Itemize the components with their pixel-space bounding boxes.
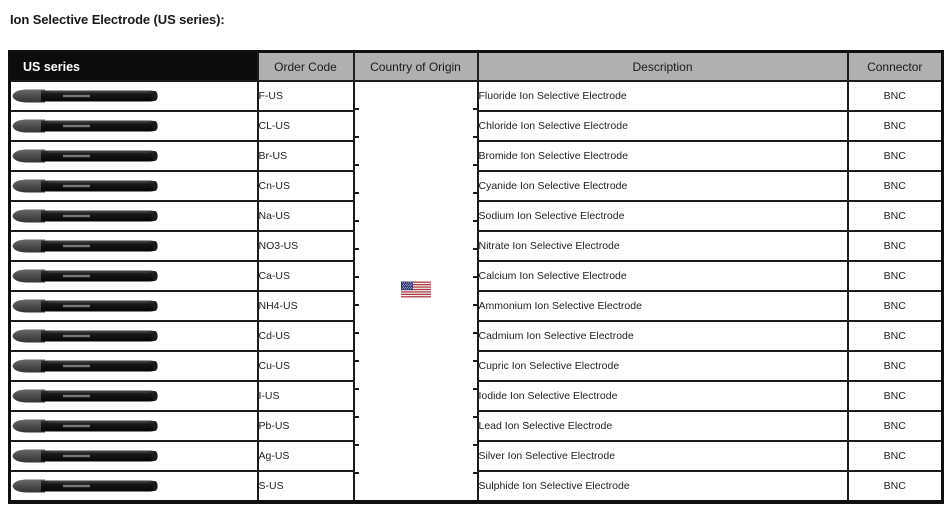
page-title: Ion Selective Electrode (US series): xyxy=(10,12,225,27)
connector-cell: BNC xyxy=(846,200,944,232)
electrode-photo xyxy=(12,269,158,283)
table-row: Pb-US Lead Ion Selective Electrode BNC xyxy=(8,410,944,442)
description-cell: Sodium Ion Selective Electrode xyxy=(476,200,849,232)
connector-cell: BNC xyxy=(846,260,944,292)
order-code-cell: CL-US xyxy=(256,110,355,142)
connector-cell: BNC xyxy=(846,350,944,382)
header-country-of-origin: Country of Origin xyxy=(352,50,479,82)
connector-cell: BNC xyxy=(846,230,944,262)
electrode-photo xyxy=(12,479,158,493)
order-code-cell: NH4-US xyxy=(256,290,355,322)
order-code-cell: Cu-US xyxy=(256,350,355,382)
electrode-photo xyxy=(12,149,158,163)
electrode-photo xyxy=(12,179,158,193)
connector-cell: BNC xyxy=(846,410,944,442)
connector-cell: BNC xyxy=(846,290,944,322)
table-row: F-US xyxy=(8,80,944,503)
order-code-cell: Na-US xyxy=(256,200,355,232)
description-cell: Silver Ion Selective Electrode xyxy=(476,440,849,472)
electrode-photo xyxy=(12,389,158,403)
electrode-image-cell xyxy=(8,260,259,292)
description-cell: Bromide Ion Selective Electrode xyxy=(476,140,849,172)
electrode-image-cell xyxy=(8,470,259,503)
electrode-photo xyxy=(12,239,158,253)
electrode-photo xyxy=(12,419,158,433)
order-code-cell: S-US xyxy=(256,470,355,503)
connector-cell: BNC xyxy=(846,320,944,352)
electrode-image-cell xyxy=(8,380,259,412)
table-row: NH4-US Ammonium Ion Selective Electrode … xyxy=(8,290,944,322)
electrode-photo xyxy=(12,119,158,133)
connector-cell: BNC xyxy=(846,110,944,142)
electrode-image-cell xyxy=(8,80,259,112)
electrode-image-cell xyxy=(8,170,259,202)
header-description: Description xyxy=(476,50,849,82)
order-code-cell: Br-US xyxy=(256,140,355,172)
description-cell: Iodide Ion Selective Electrode xyxy=(476,380,849,412)
connector-cell: BNC xyxy=(846,170,944,202)
table-row: NO3-US Nitrate Ion Selective Electrode B… xyxy=(8,230,944,262)
order-code-cell: Ca-US xyxy=(256,260,355,292)
header-order-code: Order Code xyxy=(256,50,355,82)
description-cell: Fluoride Ion Selective Electrode xyxy=(476,80,849,112)
table-row: Ca-US Calcium Ion Selective Electrode BN… xyxy=(8,260,944,292)
electrode-image-cell xyxy=(8,440,259,472)
electrode-image-cell xyxy=(8,230,259,262)
electrode-table: US series Order Code Country of Origin D… xyxy=(8,50,944,504)
electrode-image-cell xyxy=(8,200,259,232)
table-row: Br-US Bromide Ion Selective Electrode BN… xyxy=(8,140,944,172)
electrode-photo xyxy=(12,299,158,313)
description-cell: Lead Ion Selective Electrode xyxy=(476,410,849,442)
table-row: Ag-US Silver Ion Selective Electrode BNC xyxy=(8,440,944,472)
description-cell: Cyanide Ion Selective Electrode xyxy=(476,170,849,202)
electrode-image-cell xyxy=(8,320,259,352)
table-row: Cn-US Cyanide Ion Selective Electrode BN… xyxy=(8,170,944,202)
us-flag-icon xyxy=(400,281,431,298)
connector-cell: BNC xyxy=(846,380,944,412)
electrode-image-cell xyxy=(8,110,259,142)
description-cell: Cupric Ion Selective Electrode xyxy=(476,350,849,382)
table-header-row: US series Order Code Country of Origin D… xyxy=(8,50,944,82)
order-code-cell: I-US xyxy=(256,380,355,412)
description-cell: Nitrate Ion Selective Electrode xyxy=(476,230,849,262)
description-cell: Chloride Ion Selective Electrode xyxy=(476,110,849,142)
electrode-image-cell xyxy=(8,350,259,382)
connector-cell: BNC xyxy=(846,470,944,503)
electrode-photo xyxy=(12,329,158,343)
header-us-series: US series xyxy=(8,50,259,82)
table-row: S-US Sulphide Ion Selective Electrode BN… xyxy=(8,470,944,503)
order-code-cell: NO3-US xyxy=(256,230,355,262)
electrode-table-container: US series Order Code Country of Origin D… xyxy=(8,50,944,504)
electrode-photo xyxy=(12,449,158,463)
header-connector: Connector xyxy=(846,50,944,82)
connector-cell: BNC xyxy=(846,80,944,112)
table-row: Cd-US Cadmium Ion Selective Electrode BN… xyxy=(8,320,944,352)
electrode-image-cell xyxy=(8,140,259,172)
connector-cell: BNC xyxy=(846,440,944,472)
order-code-cell: Cd-US xyxy=(256,320,355,352)
electrode-image-cell xyxy=(8,290,259,322)
description-cell: Sulphide Ion Selective Electrode xyxy=(476,470,849,503)
table-body: F-US xyxy=(8,80,944,503)
table-row: Na-US Sodium Ion Selective Electrode BNC xyxy=(8,200,944,232)
description-cell: Ammonium Ion Selective Electrode xyxy=(476,290,849,322)
country-of-origin-cell xyxy=(352,80,479,503)
description-cell: Cadmium Ion Selective Electrode xyxy=(476,320,849,352)
electrode-photo xyxy=(12,359,158,373)
electrode-photo xyxy=(12,209,158,223)
order-code-cell: F-US xyxy=(256,80,355,112)
description-cell: Calcium Ion Selective Electrode xyxy=(476,260,849,292)
table-row: Cu-US Cupric Ion Selective Electrode BNC xyxy=(8,350,944,382)
table-row: I-US Iodide Ion Selective Electrode BNC xyxy=(8,380,944,412)
connector-cell: BNC xyxy=(846,140,944,172)
electrode-image-cell xyxy=(8,410,259,442)
electrode-photo xyxy=(12,89,158,103)
table-row: CL-US Chloride Ion Selective Electrode B… xyxy=(8,110,944,142)
order-code-cell: Cn-US xyxy=(256,170,355,202)
order-code-cell: Ag-US xyxy=(256,440,355,472)
order-code-cell: Pb-US xyxy=(256,410,355,442)
